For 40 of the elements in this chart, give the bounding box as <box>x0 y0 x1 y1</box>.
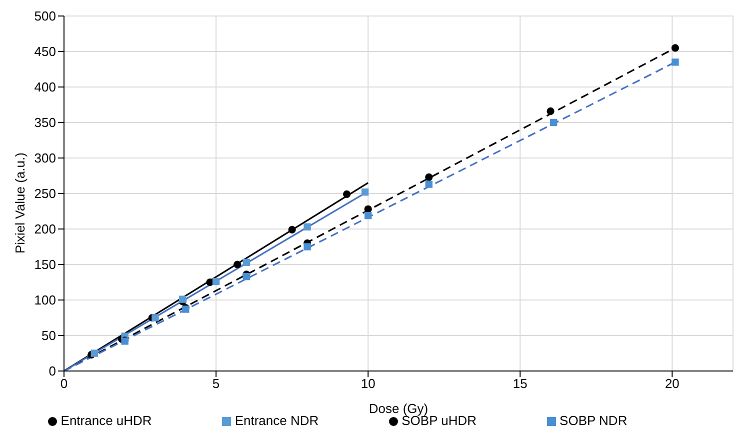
y-tick-label: 400 <box>34 80 56 95</box>
y-tick-label: 250 <box>34 186 56 202</box>
point <box>234 260 242 268</box>
y-tick-label: 450 <box>34 44 56 60</box>
point <box>361 188 369 196</box>
point <box>671 44 680 52</box>
point <box>343 190 351 198</box>
y-tick-label: 500 <box>34 8 56 24</box>
point <box>425 180 433 188</box>
point <box>364 205 372 213</box>
point <box>546 107 554 115</box>
legend-label: Entrance uHDR <box>60 413 152 428</box>
y-tick-label: 0 <box>48 364 56 379</box>
point <box>672 58 679 66</box>
y-tick-label: 150 <box>34 257 56 272</box>
y-tick-label: 300 <box>34 150 56 166</box>
point <box>152 314 159 322</box>
y-axis-title: Pixiel Value (a.u.) <box>12 152 28 254</box>
point <box>178 296 186 303</box>
x-axis-title: Dose (Gy) <box>368 401 428 416</box>
y-tick-label: 200 <box>34 222 56 237</box>
x-tick-label: 20 <box>664 376 680 392</box>
legend-label: SOBP NDR <box>560 413 628 428</box>
point <box>242 258 250 266</box>
point <box>304 243 311 250</box>
point <box>288 226 296 234</box>
point <box>90 350 98 357</box>
point <box>304 223 311 230</box>
x-tick-label: 0 <box>60 376 68 392</box>
y-tick-label: 50 <box>42 328 56 344</box>
point <box>550 118 558 126</box>
legend-label: Entrance NDR <box>234 413 319 428</box>
x-tick-label: 15 <box>512 376 528 392</box>
x-tick-label: 5 <box>212 376 220 392</box>
y-tick-label: 100 <box>34 292 56 308</box>
x-tick-label: 10 <box>360 376 376 392</box>
y-tick-label: 350 <box>34 115 56 130</box>
point <box>364 212 372 220</box>
point <box>212 278 220 286</box>
point <box>425 173 433 181</box>
